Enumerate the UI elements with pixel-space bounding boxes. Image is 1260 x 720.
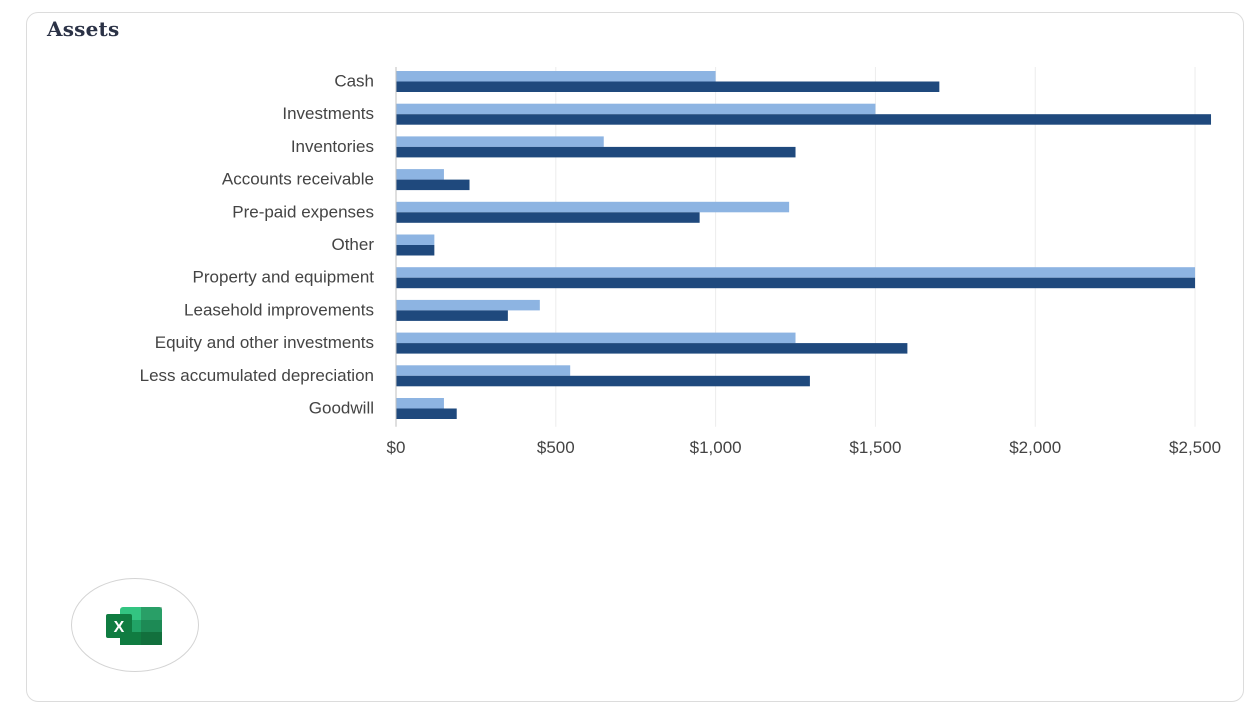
bar-light bbox=[396, 332, 796, 344]
x-tick-label: $2,000 bbox=[1009, 438, 1061, 457]
bar-light bbox=[396, 398, 444, 409]
category-label: Accounts receivable bbox=[222, 170, 374, 189]
x-tick-label: $1,000 bbox=[690, 438, 742, 457]
category-label: Other bbox=[331, 235, 374, 254]
open-in-excel-button[interactable]: X bbox=[71, 578, 199, 672]
bar-dark bbox=[396, 408, 457, 419]
bar-dark bbox=[396, 81, 940, 92]
category-label: Investments bbox=[282, 104, 374, 123]
excel-icon-letter: X bbox=[114, 619, 125, 636]
bar-dark bbox=[396, 245, 435, 256]
category-label: Leasehold improvements bbox=[184, 300, 374, 319]
bar-light bbox=[396, 71, 716, 82]
excel-icon: X bbox=[106, 607, 162, 645]
category-label: Property and equipment bbox=[193, 268, 375, 287]
category-label: Inventories bbox=[291, 137, 374, 156]
bar-light bbox=[396, 365, 571, 376]
bar-light bbox=[396, 169, 444, 180]
assets-card: Assets Cash Investments Inventories Account… bbox=[26, 12, 1244, 702]
bar-light bbox=[396, 234, 435, 245]
bar-dark bbox=[396, 277, 1196, 289]
x-tick-label: $500 bbox=[537, 438, 575, 457]
category-label: Less accumulated depreciation bbox=[140, 366, 374, 385]
assets-bar-chart: Cash Investments Inventories Accounts recei… bbox=[140, 67, 1221, 457]
bar-light bbox=[396, 201, 790, 213]
category-label: Goodwill bbox=[309, 399, 374, 418]
bar-dark bbox=[396, 212, 700, 223]
category-label: Cash bbox=[334, 72, 374, 91]
bar-dark bbox=[396, 343, 908, 354]
bar-dark bbox=[396, 179, 470, 191]
bar-dark bbox=[396, 146, 796, 158]
chart-title: Assets bbox=[47, 17, 120, 41]
bar-light bbox=[396, 299, 540, 311]
bar-dark bbox=[396, 310, 508, 321]
bar-light bbox=[396, 267, 1196, 278]
x-tick-label: $2,500 bbox=[1169, 438, 1221, 457]
category-label: Equity and other investments bbox=[155, 333, 374, 352]
bar-light bbox=[396, 103, 876, 115]
bar-light bbox=[396, 136, 604, 147]
x-tick-label: $1,500 bbox=[849, 438, 901, 457]
bar-dark bbox=[396, 114, 1212, 125]
bar-dark bbox=[396, 375, 810, 387]
category-label: Pre-paid expenses bbox=[232, 202, 374, 221]
x-tick-label: $0 bbox=[387, 438, 406, 457]
